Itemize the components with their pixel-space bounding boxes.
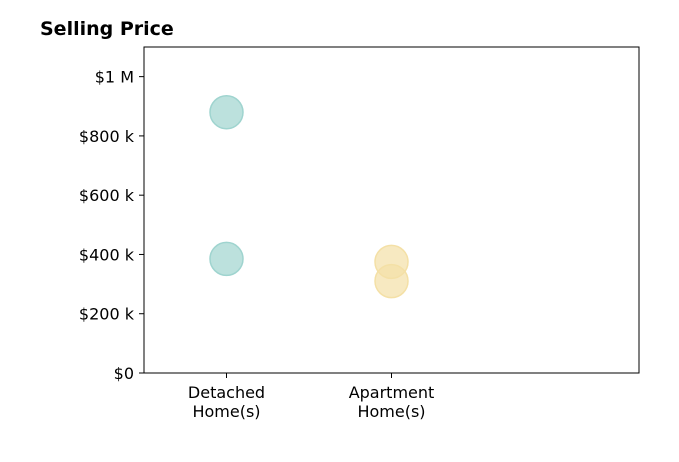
y-axis: $0 $200 k $400 k $600 k $800 k $1 M [79,68,144,383]
y-tick-label: $600 k [79,186,135,205]
y-tick-label: $200 k [79,305,135,324]
x-tick-label: Apartment [349,383,435,402]
chart-title: Selling Price [40,18,174,40]
y-tick-label: $800 k [79,127,135,146]
plot-marks [209,94,409,299]
scatter-point [209,241,244,277]
y-tick-label: $0 [114,364,134,383]
plot-frame [143,46,640,374]
x-tick-label: Detached [188,383,265,402]
scatter-point [209,94,244,130]
y-tick-label: $1 M [95,68,134,87]
y-tick-label: $400 k [79,245,135,264]
x-tick-label: Home(s) [192,402,260,421]
scatter-point [374,263,409,299]
x-tick-label: Home(s) [357,402,425,421]
